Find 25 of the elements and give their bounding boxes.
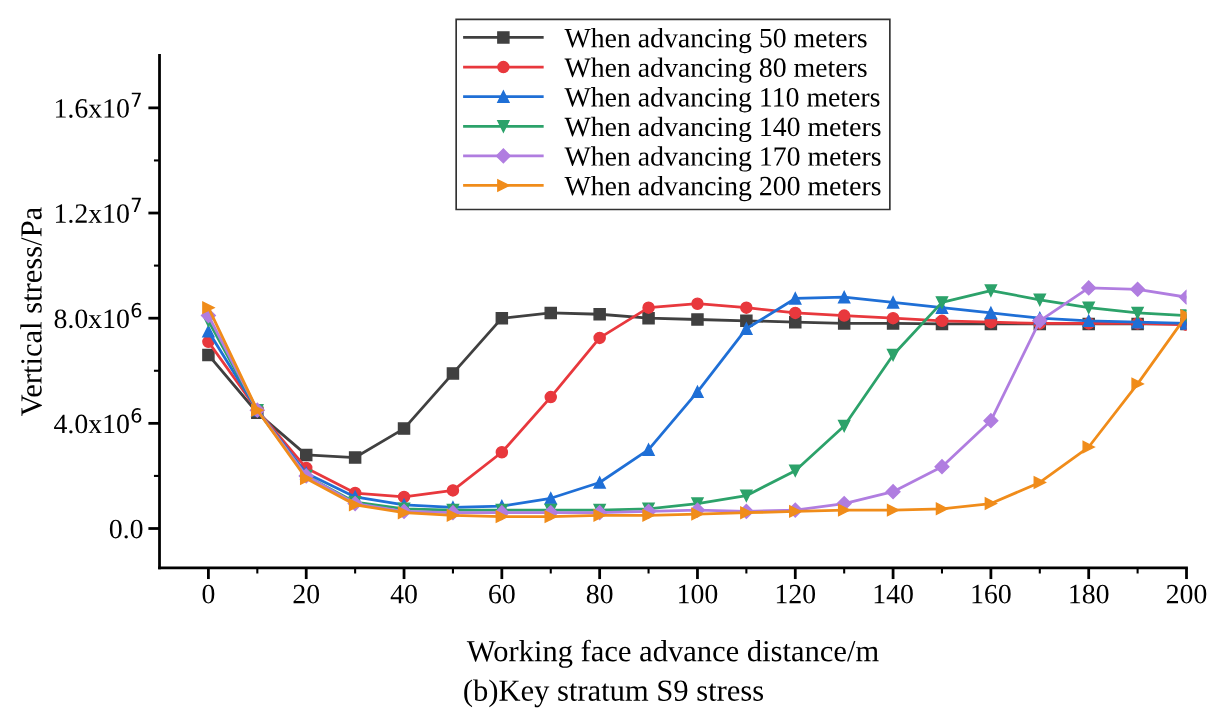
y-tick-label: 0.0 <box>109 519 143 539</box>
y-axis-title: Vertical stress/Pa <box>20 207 42 417</box>
x-tick-label: 80 <box>586 584 613 604</box>
x-tick-label: 140 <box>874 584 913 604</box>
legend-label: When advancing 170 meters <box>564 146 881 172</box>
legend-label: When advancing 80 meters <box>564 57 867 83</box>
x-tick-label: 60 <box>489 584 515 604</box>
x-tick-label: 100 <box>679 584 718 604</box>
text: (b)Key stratum S9 stress <box>464 679 764 708</box>
x-tick-label: 0 <box>202 584 215 604</box>
x-tick-label: 160 <box>972 584 1011 604</box>
y-tick-label: 4.0x10$^{6}$ <box>54 408 142 434</box>
x-tick-label: 20 <box>293 584 320 604</box>
y-tick-label: 1.2x10$^{7}$ <box>55 197 141 224</box>
legend-label: When advancing 50 meters <box>564 27 867 54</box>
x-tick-label: 180 <box>1070 584 1109 604</box>
y-tick-label: 1.6x10$^{7}$ <box>55 92 141 118</box>
x-axis-title: Working face advance distance/m <box>466 639 879 668</box>
x-tick-label: 40 <box>390 584 417 604</box>
y-tick-label: 8.0x10$^{6}$ <box>54 302 142 329</box>
legend-label: When advancing 200 meters <box>564 175 881 202</box>
legend-label: When advancing 110 meters <box>564 87 880 113</box>
x-tick-label: 120 <box>776 584 816 604</box>
legend-label: When advancing 140 meters <box>564 116 881 142</box>
x-tick-label: 200 <box>1166 584 1207 604</box>
